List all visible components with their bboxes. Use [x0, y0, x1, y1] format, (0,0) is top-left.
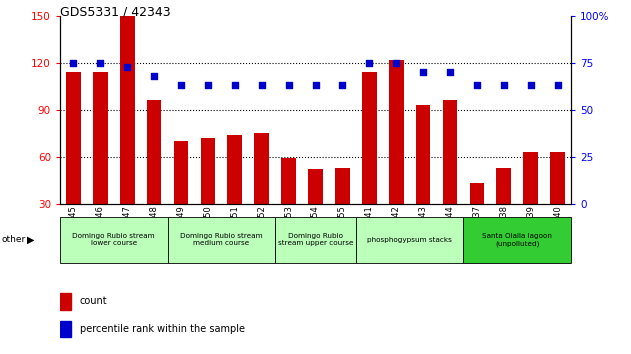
Text: percentile rank within the sample: percentile rank within the sample [80, 324, 245, 334]
Bar [335, 167, 350, 204]
Point [230, 82, 240, 88]
Text: other: other [2, 235, 26, 244]
FancyBboxPatch shape [60, 217, 168, 263]
Point [283, 82, 293, 88]
Point [122, 64, 133, 69]
Bar [120, 16, 134, 204]
Bar [60, 293, 71, 310]
Bar [469, 183, 485, 204]
Text: phosphogypsum stacks: phosphogypsum stacks [367, 237, 452, 243]
Bar [416, 105, 430, 204]
Point [176, 82, 186, 88]
Point [338, 82, 348, 88]
Bar [66, 72, 81, 204]
Bar [389, 60, 404, 204]
Bar [281, 158, 296, 204]
FancyBboxPatch shape [463, 217, 571, 263]
Bar [550, 152, 565, 204]
Bar [146, 101, 162, 204]
Point [418, 69, 428, 75]
Bar [174, 141, 189, 204]
Text: GDS5331 / 42343: GDS5331 / 42343 [60, 5, 170, 18]
Bar [60, 320, 71, 337]
Bar [254, 133, 269, 204]
Point [364, 60, 374, 65]
Bar [201, 138, 215, 204]
Text: Domingo Rubio stream
medium course: Domingo Rubio stream medium course [180, 233, 262, 246]
Point [68, 60, 78, 65]
Point [203, 82, 213, 88]
Bar [523, 152, 538, 204]
Point [149, 73, 159, 79]
Text: ▶: ▶ [27, 235, 35, 245]
Text: Santa Olalla lagoon
(unpolluted): Santa Olalla lagoon (unpolluted) [482, 233, 552, 247]
Point [526, 82, 536, 88]
Point [445, 69, 455, 75]
Bar [442, 101, 457, 204]
Point [391, 60, 401, 65]
Point [472, 82, 482, 88]
FancyBboxPatch shape [168, 217, 275, 263]
Bar [497, 167, 511, 204]
Bar [227, 135, 242, 204]
Point [95, 60, 105, 65]
Point [553, 82, 563, 88]
FancyBboxPatch shape [275, 217, 356, 263]
FancyBboxPatch shape [356, 217, 463, 263]
Text: Domingo Rubio stream
lower course: Domingo Rubio stream lower course [73, 233, 155, 246]
Bar [362, 72, 377, 204]
Text: Domingo Rubio
stream upper course: Domingo Rubio stream upper course [278, 233, 353, 246]
Bar [93, 72, 108, 204]
Text: count: count [80, 296, 107, 306]
Point [257, 82, 267, 88]
Point [498, 82, 509, 88]
Bar [308, 169, 323, 204]
Point [310, 82, 321, 88]
